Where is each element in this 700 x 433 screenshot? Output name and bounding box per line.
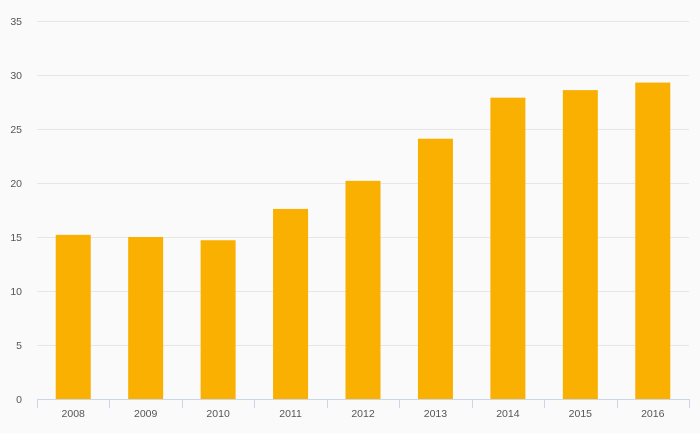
y-tick-label: 10	[10, 286, 22, 298]
y-tick-label: 15	[10, 232, 22, 244]
bars	[55, 82, 671, 400]
bar-2010	[200, 240, 236, 399]
y-tick-label: 20	[10, 178, 22, 190]
x-tick-label: 2013	[424, 408, 448, 420]
bar-2014	[490, 97, 526, 400]
x-tick-label: 2015	[569, 408, 593, 420]
bar-2011	[273, 208, 309, 399]
y-tick-label: 0	[16, 394, 22, 406]
x-axis-tick-labels: 2008 2009 2010 2011 2012 2013 2014 2015 2016	[62, 408, 665, 420]
y-tick-label: 5	[16, 340, 22, 352]
x-tick-label: 2010	[206, 408, 230, 420]
x-tick-label: 2016	[641, 408, 665, 420]
y-tick-label: 30	[10, 70, 22, 82]
bar-2008	[55, 234, 91, 399]
x-tick-label: 2012	[351, 408, 375, 420]
x-axis	[37, 399, 690, 408]
y-axis-tick-labels: 0 5 10 15 20 25 30 35	[10, 16, 22, 406]
x-tick-label: 2008	[62, 408, 86, 420]
bar-2012	[345, 180, 381, 399]
bar-2009	[128, 237, 164, 399]
bar-2016	[635, 82, 671, 399]
y-tick-label: 35	[10, 16, 22, 28]
x-tick-label: 2014	[496, 408, 520, 420]
y-tick-label: 25	[10, 124, 22, 136]
bar-2015	[562, 90, 598, 400]
x-tick-label: 2009	[134, 408, 158, 420]
bar-2013	[417, 138, 453, 399]
x-tick-label: 2011	[279, 408, 302, 420]
